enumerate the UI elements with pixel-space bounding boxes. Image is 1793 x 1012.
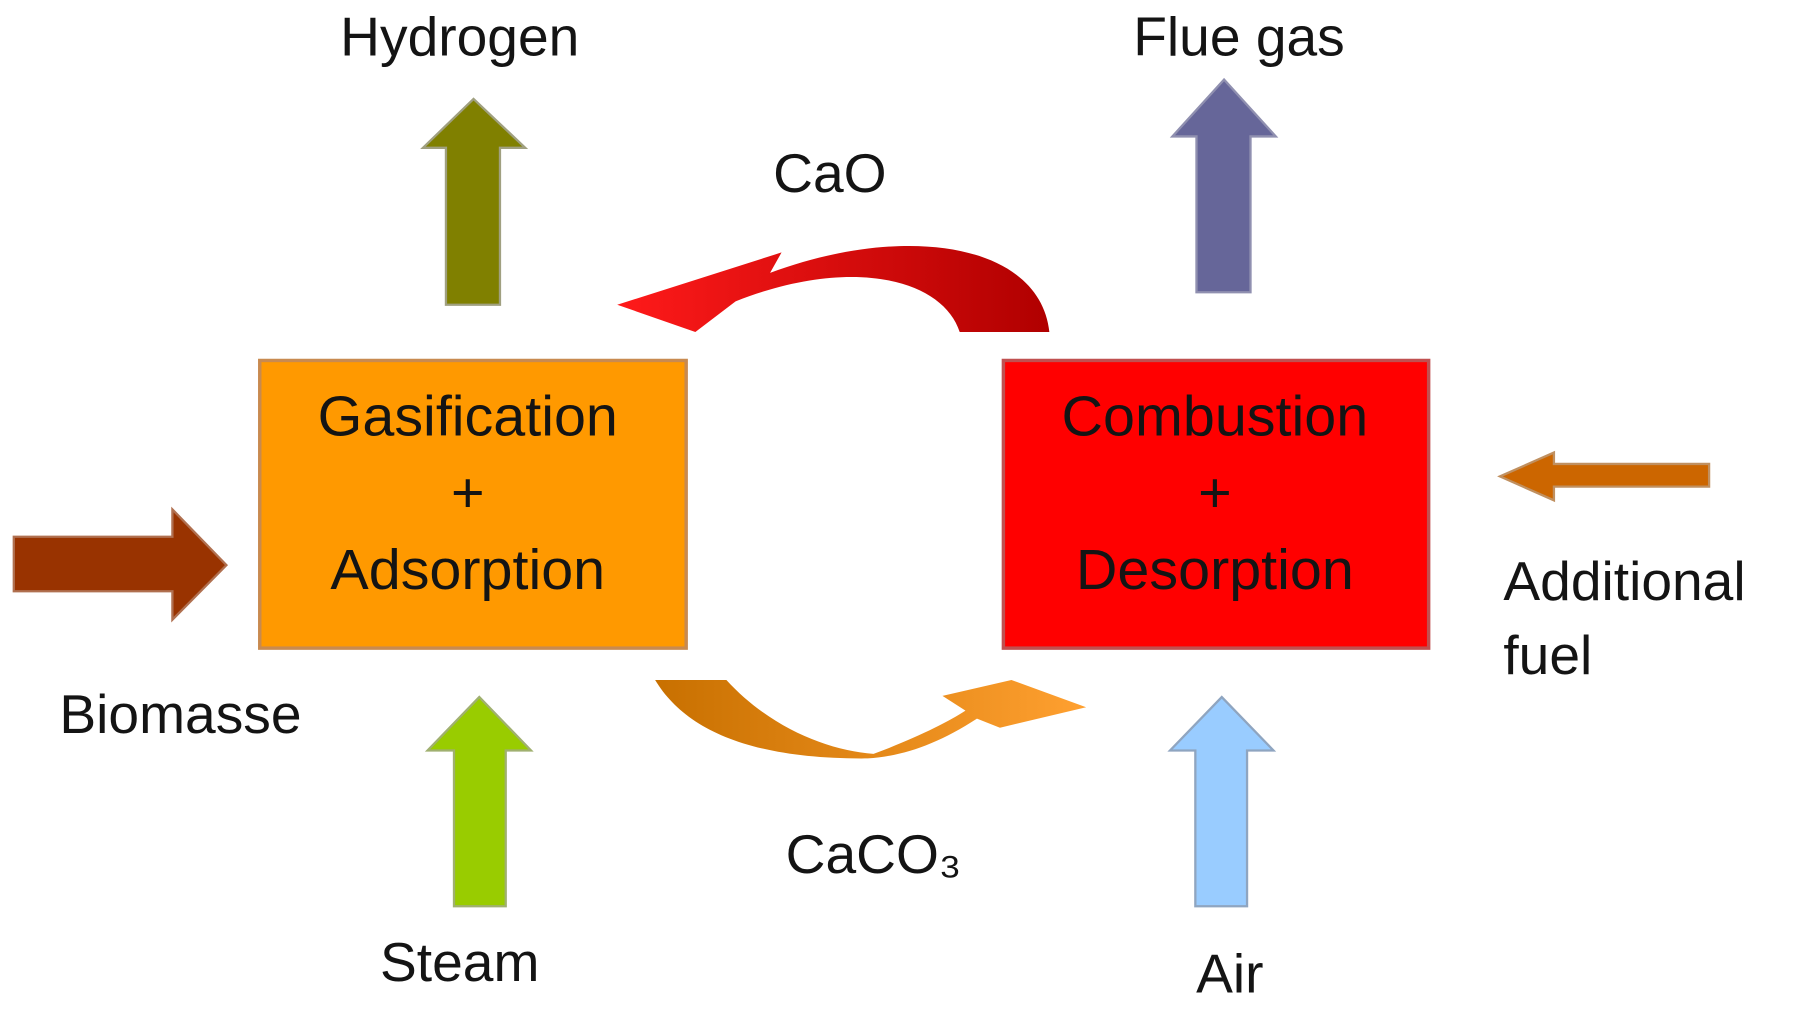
flow-label: Air	[1196, 943, 1263, 1005]
caco3-arrow	[655, 679, 1087, 759]
flow-label: CaO	[773, 142, 886, 204]
node-label: Gasification	[318, 385, 618, 449]
node-label: Desorption	[1076, 539, 1354, 603]
node-label: +	[451, 461, 485, 525]
flow-label: Biomasse	[59, 683, 301, 745]
fuel-arrow	[1497, 450, 1711, 503]
flow-label: Flue gas	[1133, 6, 1345, 68]
gasification-box	[258, 358, 688, 650]
flue-gas-arrow	[1169, 77, 1279, 294]
flow-label: Steam	[380, 931, 539, 993]
hydrogen-arrow	[420, 97, 529, 306]
node-label: +	[1198, 461, 1232, 525]
combustion-box	[1001, 358, 1431, 650]
flow-label: CaCO₃	[786, 823, 962, 885]
cao-arrow	[617, 245, 1050, 333]
biomasse-arrow	[12, 506, 229, 623]
flow-label: fuel	[1503, 624, 1592, 686]
steam-arrow	[424, 695, 534, 908]
flow-label: Hydrogen	[340, 6, 579, 68]
node-label: Adsorption	[330, 539, 605, 603]
node-label: Combustion	[1062, 385, 1369, 449]
air-arrow	[1167, 695, 1277, 908]
flow-label: Additional	[1503, 550, 1745, 612]
